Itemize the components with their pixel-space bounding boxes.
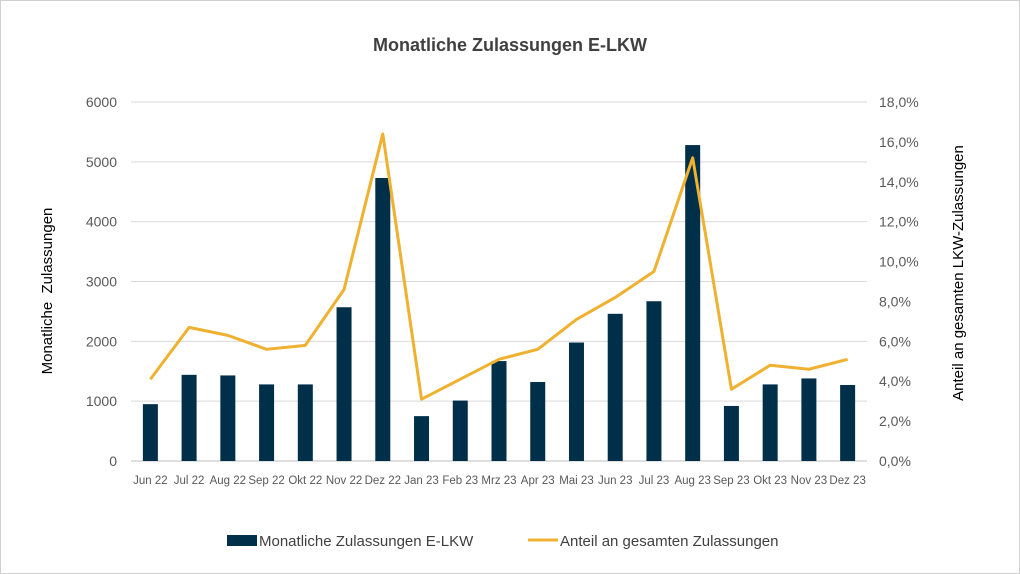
bar [840, 385, 856, 461]
gridlines [131, 101, 867, 462]
y-tick-label: 3000 [86, 274, 117, 290]
bar [723, 405, 739, 461]
x-tick-label: Aug 23 [674, 475, 710, 487]
bar [259, 384, 275, 461]
x-tick-label: Jan 23 [404, 475, 439, 487]
bar-series [142, 145, 856, 461]
bar [568, 342, 584, 461]
y-tick-label: 5000 [86, 154, 117, 170]
bar [801, 378, 817, 461]
y2-tick-label: 0,0% [879, 453, 911, 469]
y2-axis-title: Anteil an gesamten LKW-Zulassungen [950, 145, 967, 401]
x-tick-label: Jun 23 [598, 475, 633, 487]
y2-tick-label: 2,0% [879, 413, 911, 429]
bar [414, 416, 430, 461]
bar [142, 404, 158, 461]
x-tick-label: Aug 22 [210, 475, 246, 487]
x-tick-label: Jul 23 [639, 475, 670, 487]
chart-title: Monatliche Zulassungen E-LKW [373, 35, 647, 55]
x-tick-label: Okt 22 [288, 475, 322, 487]
y-axis-left: 0 1000 2000 3000 4000 5000 6000 [86, 94, 117, 469]
y2-tick-label: 6,0% [879, 333, 911, 349]
x-tick-label: Mai 23 [559, 475, 594, 487]
y-tick-label: 4000 [86, 214, 117, 230]
bar [530, 382, 546, 461]
y-tick-label: 0 [109, 453, 117, 469]
bar [646, 301, 662, 461]
x-tick-label: Jun 22 [133, 475, 168, 487]
bar [297, 384, 313, 461]
bar [762, 384, 778, 461]
bar [491, 361, 507, 461]
x-axis: Jun 22 Jul 22 Aug 22 Sep 22 Okt 22 Nov 22 Dez … [133, 475, 866, 487]
x-tick-label: Mrz 23 [481, 475, 516, 487]
y2-tick-label: 14,0% [879, 174, 919, 190]
bar [375, 177, 391, 461]
y2-tick-label: 18,0% [879, 94, 919, 110]
x-tick-label: Nov 23 [791, 475, 827, 487]
x-tick-label: Okt 23 [753, 475, 787, 487]
share-line [149, 132, 849, 401]
bar [220, 375, 236, 461]
legend-swatch-bars [227, 535, 257, 546]
bar [452, 400, 468, 461]
y2-tick-label: 12,0% [879, 214, 919, 230]
bar [181, 374, 197, 461]
x-tick-label: Sep 23 [713, 475, 749, 487]
x-tick-label: Jul 22 [174, 475, 205, 487]
bar [685, 145, 701, 461]
y-tick-label: 2000 [86, 333, 117, 349]
y-axis-title: Monatliche Zulassungen [39, 208, 56, 375]
legend: Monatliche Zulassungen E-LKW Anteil an g… [227, 533, 778, 550]
legend-label-line: Anteil an gesamten Zulassungen [560, 533, 778, 550]
y2-tick-label: 10,0% [879, 254, 919, 270]
line-series [149, 132, 849, 401]
y2-tick-label: 4,0% [879, 373, 911, 389]
y-tick-label: 6000 [86, 94, 117, 110]
y-tick-label: 1000 [86, 393, 117, 409]
x-tick-label: Sep 22 [248, 475, 284, 487]
x-tick-label: Feb 23 [442, 475, 478, 487]
bar [607, 313, 623, 461]
y2-tick-label: 8,0% [879, 293, 911, 309]
legend-label-bars: Monatliche Zulassungen E-LKW [259, 533, 474, 550]
y2-tick-label: 16,0% [879, 134, 919, 150]
x-tick-label: Dez 23 [829, 475, 865, 487]
x-tick-label: Dez 22 [365, 475, 401, 487]
y-axis-right: 0,0% 2,0% 4,0% 6,0% 8,0% 10,0% 12,0% 14,0% 16,0%… [879, 94, 919, 469]
x-tick-label: Nov 22 [326, 475, 362, 487]
bar [336, 307, 352, 461]
x-tick-label: Apr 23 [521, 475, 555, 487]
